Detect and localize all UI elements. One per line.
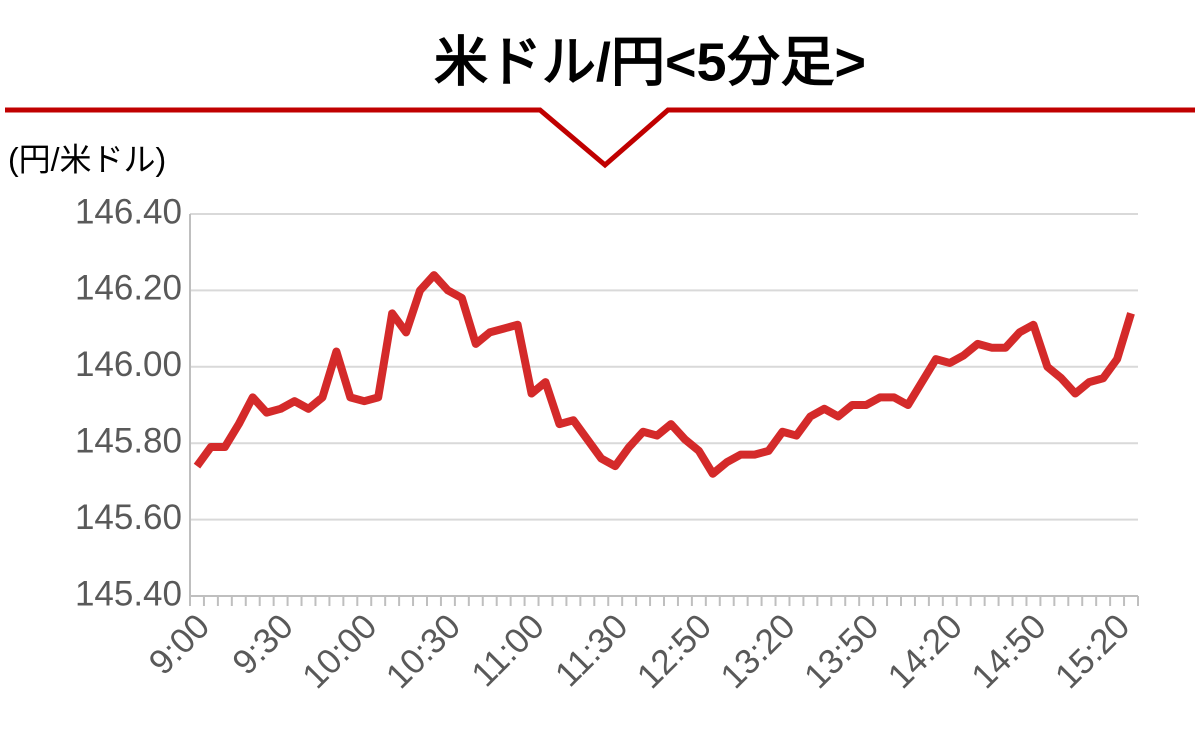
y-tick-label: 145.40 (75, 574, 182, 613)
y-tick-label: 145.60 (75, 498, 182, 537)
x-tick-label: 12:50 (630, 607, 720, 697)
chart-title: 米ドル/円<5分足> (434, 32, 866, 92)
y-axis-label: (円/米ドル) (8, 141, 166, 177)
x-tick-label: 14:50 (964, 607, 1054, 697)
x-tick-label: 9:00 (141, 607, 217, 683)
x-tick-label: 15:20 (1048, 607, 1138, 697)
x-tick-label: 11:00 (464, 607, 552, 695)
price-line (193, 271, 1135, 478)
y-tick-label: 146.00 (75, 345, 182, 384)
x-tick-label: 9:30 (225, 607, 301, 683)
title-decoration (5, 107, 1195, 169)
x-tick-label: 13:20 (713, 607, 803, 697)
x-tick-label: 10:30 (379, 607, 469, 697)
x-tick-label: 13:50 (797, 607, 887, 697)
y-tick-label: 146.40 (75, 192, 182, 231)
y-tick-label: 146.20 (75, 269, 182, 308)
x-tick-label: 14:20 (880, 607, 970, 697)
x-tick-label: 11:30 (548, 607, 636, 695)
x-tick-label: 10:00 (295, 607, 385, 697)
y-tick-label: 145.80 (75, 421, 182, 460)
